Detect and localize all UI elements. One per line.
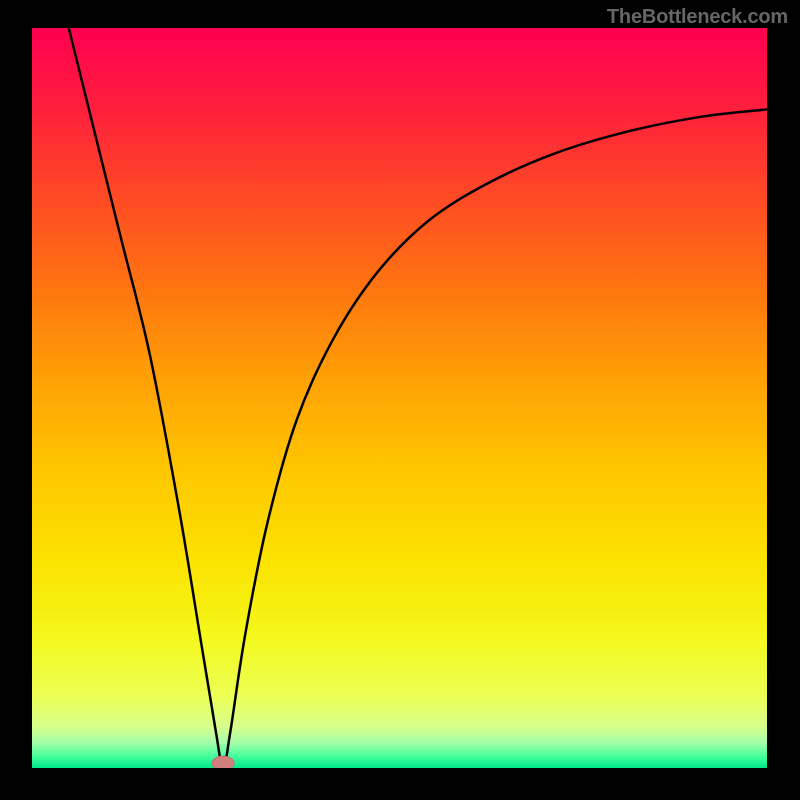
chart-container: TheBottleneck.com [0, 0, 800, 800]
curve-min-marker [212, 756, 234, 768]
plot-area [32, 28, 767, 768]
bottleneck-curve [69, 28, 767, 768]
curve-layer [32, 28, 767, 768]
watermark-text: TheBottleneck.com [607, 6, 788, 29]
